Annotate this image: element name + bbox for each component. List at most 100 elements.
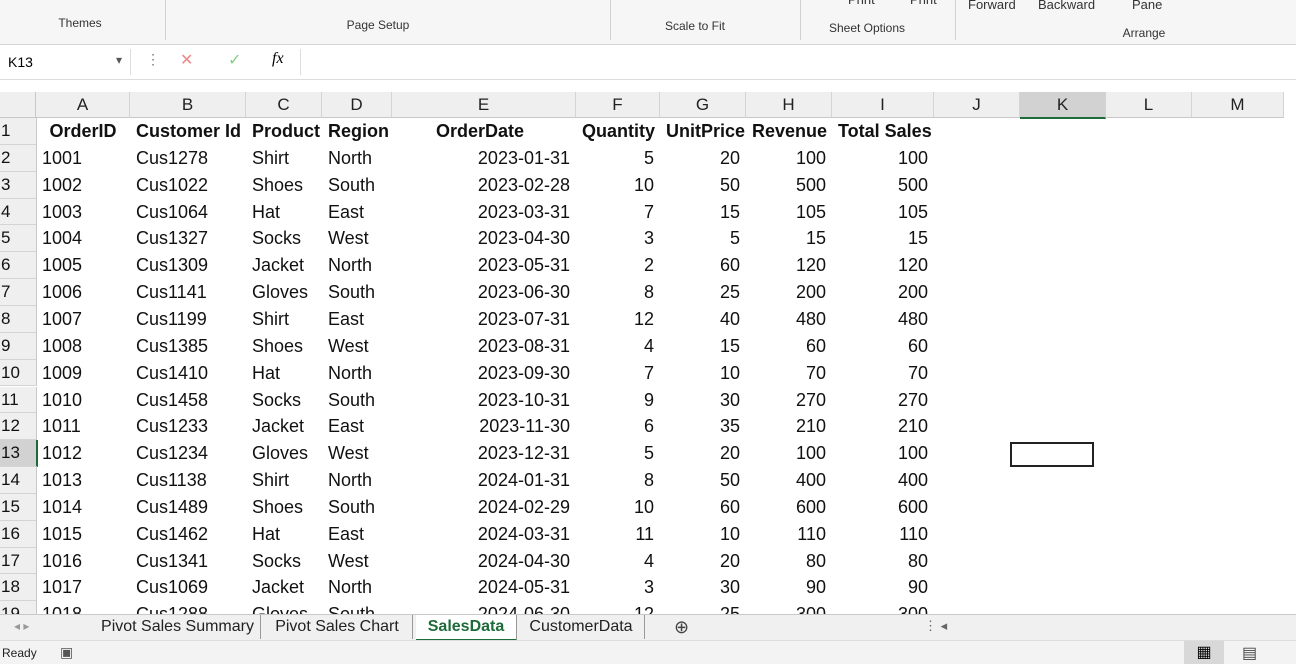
header-cell[interactable]: Quantity	[582, 121, 656, 141]
header-cell[interactable]: Revenue	[752, 121, 828, 141]
row-header[interactable]: 16	[0, 520, 37, 548]
data-cell[interactable]: 80	[805, 550, 826, 571]
data-cell[interactable]: 2024-02-29	[477, 496, 570, 517]
data-cell[interactable]: Hat	[252, 523, 281, 544]
ribbon-button[interactable]: Print	[848, 0, 875, 7]
data-cell[interactable]: Shirt	[252, 308, 290, 329]
data-cell[interactable]: Socks	[252, 228, 302, 249]
data-cell[interactable]: 1018	[36, 601, 130, 614]
data-cell[interactable]: 7	[643, 201, 654, 222]
row-header[interactable]: 13	[0, 440, 38, 468]
data-cell[interactable]: South	[322, 601, 392, 614]
data-cell[interactable]: Gloves	[252, 282, 309, 303]
cancel-icon[interactable]: ✕	[180, 52, 194, 69]
column-header[interactable]: L	[1106, 92, 1192, 118]
row-header[interactable]: 7	[0, 279, 37, 306]
data-cell[interactable]: 1003	[42, 201, 83, 222]
data-cell[interactable]: 50	[719, 470, 740, 491]
data-cell[interactable]: 50	[719, 174, 740, 195]
row-header[interactable]: 3	[0, 171, 37, 199]
data-cell[interactable]: 10	[633, 496, 654, 517]
data-cell[interactable]: Cus1141	[136, 282, 207, 303]
ribbon-button[interactable]: Pane	[1132, 0, 1163, 12]
data-cell[interactable]: 600	[897, 496, 928, 517]
data-cell[interactable]: Jacket	[252, 416, 305, 437]
data-cell[interactable]: 480	[897, 308, 928, 329]
row-header[interactable]: 2	[0, 144, 37, 172]
data-cell[interactable]: 300	[832, 601, 934, 614]
add-sheet-button[interactable]: ⊕	[674, 617, 690, 637]
formula-input[interactable]	[300, 49, 1291, 75]
data-cell[interactable]: East	[328, 308, 365, 329]
data-cell[interactable]: 25	[660, 601, 746, 614]
column-header[interactable]: I	[832, 92, 934, 118]
data-cell[interactable]: 1002	[42, 174, 83, 195]
data-cell[interactable]: North	[328, 577, 373, 598]
data-cell[interactable]: 1017	[42, 577, 83, 598]
data-cell[interactable]: 5	[643, 443, 654, 464]
data-cell[interactable]: 2023-03-31	[477, 201, 570, 222]
selected-cell[interactable]	[1010, 442, 1094, 468]
data-cell[interactable]: 500	[897, 174, 928, 195]
data-cell[interactable]: 1009	[42, 362, 83, 383]
data-cell[interactable]: 4	[643, 550, 654, 571]
page-layout-button[interactable]: ▤	[1242, 645, 1258, 662]
data-cell[interactable]: 1015	[42, 523, 83, 544]
data-cell[interactable]: 30	[719, 389, 740, 410]
data-cell[interactable]: South	[328, 174, 376, 195]
tab-scroll[interactable]: ◂ ▸	[14, 619, 30, 633]
data-cell[interactable]: 8	[643, 470, 654, 491]
data-cell[interactable]: 5	[643, 147, 654, 168]
row-header[interactable]: 1	[0, 118, 37, 145]
data-cell[interactable]: 210	[897, 416, 928, 437]
data-cell[interactable]: South	[328, 389, 376, 410]
data-cell[interactable]: 300	[746, 601, 832, 614]
data-cell[interactable]: Cus1069	[136, 577, 209, 598]
data-cell[interactable]: 100	[795, 443, 826, 464]
name-box[interactable]: K13 ▾	[0, 49, 131, 75]
data-cell[interactable]: 15	[805, 228, 826, 249]
data-cell[interactable]: North	[328, 470, 373, 491]
data-cell[interactable]: 2023-07-31	[477, 308, 570, 329]
data-cell[interactable]: 270	[795, 389, 826, 410]
data-cell[interactable]: 105	[795, 201, 826, 222]
data-cell[interactable]: 2023-12-31	[477, 443, 570, 464]
data-cell[interactable]: 200	[795, 282, 826, 303]
data-cell[interactable]: 400	[795, 470, 826, 491]
data-cell[interactable]: Cus1462	[136, 523, 209, 544]
row-header[interactable]: 6	[0, 252, 37, 280]
data-cell[interactable]: Cus1138	[136, 470, 207, 491]
data-cell[interactable]: 2023-05-31	[477, 255, 570, 276]
header-cell[interactable]: OrderID	[49, 121, 117, 141]
data-cell[interactable]: 12	[633, 308, 654, 329]
data-cell[interactable]: Cus1233	[136, 416, 209, 437]
sheet-tab[interactable]: SalesData	[416, 615, 517, 641]
data-cell[interactable]: 1001	[42, 147, 83, 168]
data-cell[interactable]: Cus1199	[136, 308, 207, 329]
normal-view-button[interactable]: ▦	[1184, 641, 1224, 664]
data-cell[interactable]: West	[328, 443, 369, 464]
column-header[interactable]: A	[36, 92, 130, 118]
data-cell[interactable]: 400	[897, 470, 928, 491]
data-cell[interactable]: North	[328, 255, 373, 276]
data-cell[interactable]: Socks	[252, 550, 302, 571]
row-header[interactable]: 15	[0, 493, 37, 521]
column-header[interactable]: H	[746, 92, 832, 118]
function-icon[interactable]: fx	[272, 50, 284, 67]
data-cell[interactable]: 20	[719, 443, 740, 464]
data-cell[interactable]: 90	[805, 577, 826, 598]
row-header[interactable]: 5	[0, 225, 37, 253]
row-header[interactable]: 11	[0, 386, 37, 414]
column-header[interactable]: M	[1192, 92, 1284, 118]
enter-icon[interactable]: ✓	[228, 52, 242, 69]
data-cell[interactable]: Hat	[252, 362, 281, 383]
data-cell[interactable]: North	[328, 362, 373, 383]
data-cell[interactable]: Socks	[252, 389, 302, 410]
row-header[interactable]: 12	[0, 413, 37, 441]
macro-icon[interactable]: ▣	[60, 644, 74, 660]
column-header[interactable]: G	[660, 92, 746, 118]
data-cell[interactable]: Gloves	[252, 443, 309, 464]
sheet-tab[interactable]: Pivot Sales Chart	[262, 615, 413, 639]
column-header[interactable]: B	[130, 92, 246, 118]
data-cell[interactable]: 80	[907, 550, 928, 571]
